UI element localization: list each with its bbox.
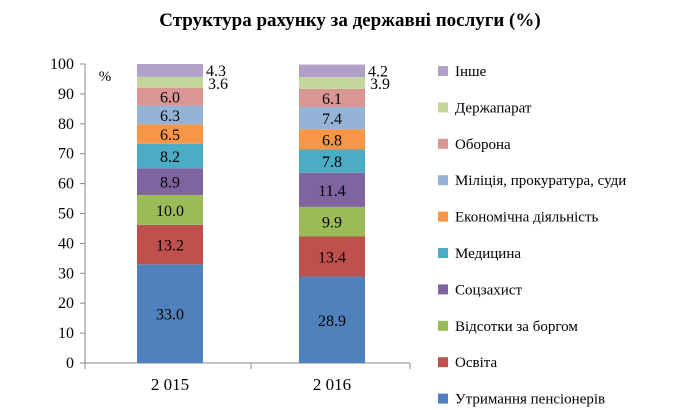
bar-segment	[299, 276, 365, 363]
y-tick-label: 0	[66, 355, 74, 372]
data-label: 4.3	[206, 63, 226, 80]
y-tick-label: 10	[58, 325, 74, 342]
legend-label: Міліція, прокуратура, суди	[455, 173, 626, 189]
chart-title: Структура рахунку за державні послуги (%…	[159, 10, 541, 31]
bar-segment	[137, 194, 203, 225]
data-label: 6.0	[160, 90, 180, 107]
legend-swatch	[438, 138, 448, 149]
data-label: 33.0	[156, 307, 184, 324]
y-tick-label: 60	[58, 176, 74, 193]
legend-label: Утримання пенсіонерів	[455, 392, 605, 408]
data-label: 8.2	[160, 149, 180, 166]
legend-label: Держапарат	[455, 100, 532, 116]
bar-segment	[137, 224, 203, 265]
y-tick-label: 20	[58, 295, 74, 312]
bar-segment	[137, 264, 203, 363]
data-label: 4.2	[368, 64, 388, 81]
data-label: 13.4	[318, 250, 346, 267]
legend-label: Відсотки за боргом	[455, 319, 578, 335]
legend-swatch	[438, 102, 448, 113]
bar-segment	[137, 168, 203, 195]
legend-label: Соцзахист	[455, 282, 522, 298]
y-tick-label: 100	[50, 56, 74, 73]
legend-label: Освіта	[455, 355, 497, 371]
y-tick-label: 40	[58, 235, 74, 252]
data-label: 3.9	[370, 76, 390, 93]
legend-swatch	[438, 284, 448, 295]
data-label: 6.1	[322, 91, 342, 108]
data-label: 10.0	[156, 203, 184, 220]
bar-segment	[299, 149, 365, 173]
bar-segment	[299, 129, 365, 150]
legend-swatch	[438, 66, 448, 76]
x-tick-label: 2 016	[313, 375, 351, 394]
bar-segment	[299, 107, 365, 130]
data-label: 7.8	[322, 154, 342, 171]
data-label: 7.4	[322, 111, 342, 128]
y-axis-label: %	[99, 69, 112, 85]
legend-label: Економічна діяльність	[455, 210, 599, 226]
legend-swatch	[438, 248, 448, 258]
legend-label: Медицина	[455, 246, 521, 262]
y-tick-label: 30	[58, 265, 74, 282]
bar-segment	[299, 77, 365, 89]
bar-segment	[137, 124, 203, 144]
data-label: 3.6	[208, 76, 228, 93]
bar-segment	[299, 172, 365, 207]
bar-segment	[299, 88, 365, 108]
bar-segment	[137, 143, 203, 169]
data-label: 8.9	[160, 175, 180, 192]
data-label: 13.2	[156, 238, 184, 255]
bar-segment	[137, 64, 203, 77]
data-label: 6.5	[160, 127, 180, 144]
data-label: 9.9	[322, 215, 342, 232]
x-tick-label: 2 015	[151, 375, 189, 394]
y-tick-label: 50	[58, 206, 74, 223]
data-label: 28.9	[318, 313, 346, 330]
bar-segment	[299, 206, 365, 237]
bar-segment	[137, 105, 203, 125]
legend-swatch	[438, 175, 448, 186]
legend-swatch	[438, 357, 448, 368]
legend-swatch	[438, 393, 448, 404]
data-label: 6.8	[322, 132, 342, 149]
y-tick-label: 70	[58, 146, 74, 163]
legend-label: Оборона	[455, 137, 511, 153]
bar-segment	[299, 236, 365, 277]
data-label: 11.4	[318, 183, 345, 200]
bar-segment	[137, 87, 203, 106]
data-label: 6.3	[160, 108, 180, 125]
bar-segment	[137, 76, 203, 88]
legend-swatch	[438, 211, 448, 222]
legend-swatch	[438, 320, 448, 331]
y-tick-label: 90	[58, 86, 74, 103]
legend-label: Інше	[455, 64, 487, 80]
y-tick-label: 80	[58, 116, 74, 133]
bar-segment	[299, 64, 365, 78]
